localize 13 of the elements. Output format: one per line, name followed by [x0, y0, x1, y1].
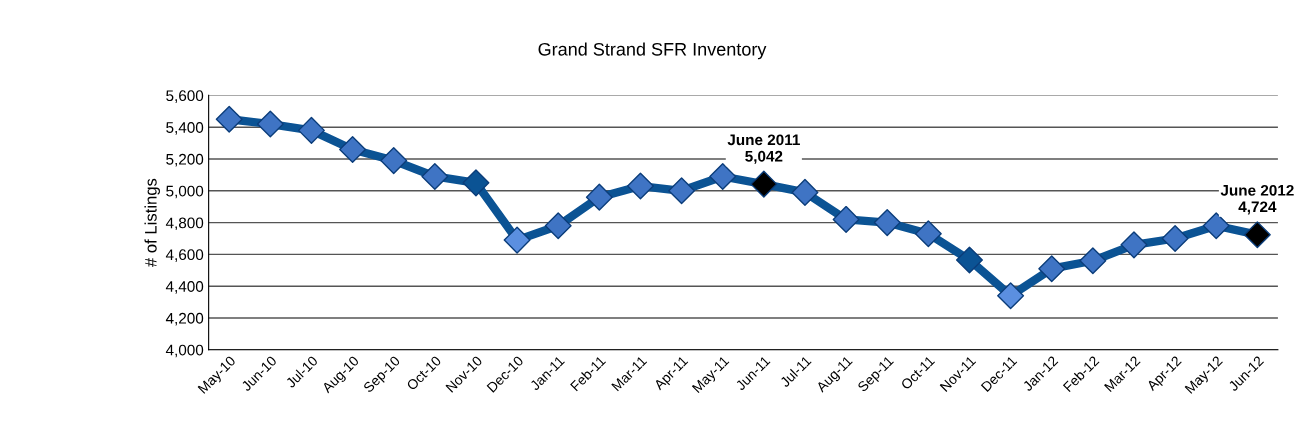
y-tick-label: 5,600: [166, 90, 204, 103]
y-tick-label: 4,200: [165, 312, 204, 326]
y-tick-label: 4,000: [165, 344, 204, 358]
y-axis-title: # of Listings: [144, 178, 160, 267]
y-tick-label: 4,800: [165, 217, 204, 231]
y-tick-label: 5,400: [166, 122, 204, 135]
chart-title: Grand Strand SFR Inventory: [538, 42, 767, 60]
annotation: June 2012 4,724: [1220, 184, 1294, 215]
annotation: June 2011 5,042: [727, 134, 800, 164]
y-tick-label: 5,200: [166, 153, 204, 167]
y-tick-label: 4,400: [165, 281, 204, 294]
y-tick-label: 5,000: [166, 185, 204, 199]
y-tick-label: 4,600: [165, 249, 204, 262]
